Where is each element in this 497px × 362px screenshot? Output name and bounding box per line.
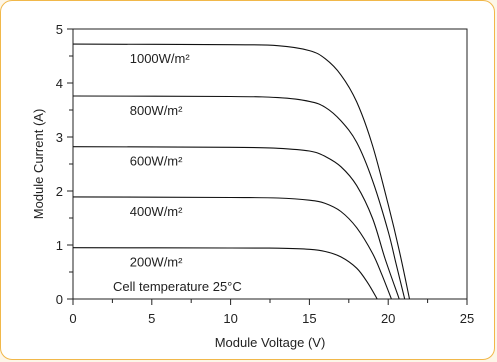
series-line-3 xyxy=(72,196,392,300)
series-line-0 xyxy=(72,43,411,300)
axis-ticks: 0 5 10 15 20 25 0 1 2 3 4 5 xyxy=(56,22,474,326)
series-labels: 1000W/m² 800W/m² 600W/m² 400W/m² 200W/m² xyxy=(130,51,191,270)
x-tick-label-0: 0 xyxy=(69,311,76,326)
series-line-1 xyxy=(72,95,406,300)
y-axis-label: Module Current (A) xyxy=(31,109,46,220)
series-curves xyxy=(72,43,411,300)
x-tick-label-20: 20 xyxy=(381,311,395,326)
x-axis-label: Module Voltage (V) xyxy=(215,335,326,350)
x-tick-label-15: 15 xyxy=(302,311,316,326)
x-tick-label-5: 5 xyxy=(148,311,155,326)
series-label-2: 600W/m² xyxy=(130,154,183,169)
y-tick-label-2: 2 xyxy=(56,184,63,199)
series-line-2 xyxy=(72,146,400,300)
series-line-4 xyxy=(72,247,378,300)
x-tick-label-25: 25 xyxy=(460,311,474,326)
y-tick-label-0: 0 xyxy=(56,292,63,307)
series-label-4: 200W/m² xyxy=(130,255,183,270)
y-tick-label-3: 3 xyxy=(56,130,63,145)
series-label-1: 800W/m² xyxy=(130,103,183,118)
y-tick-label-4: 4 xyxy=(56,76,63,91)
series-label-3: 400W/m² xyxy=(130,204,183,219)
x-tick-label-10: 10 xyxy=(223,311,237,326)
annotation: Cell temperature 25°C xyxy=(113,279,242,294)
series-label-0: 1000W/m² xyxy=(130,51,191,66)
y-tick-label-5: 5 xyxy=(56,22,63,37)
y-tick-label-1: 1 xyxy=(56,238,63,253)
